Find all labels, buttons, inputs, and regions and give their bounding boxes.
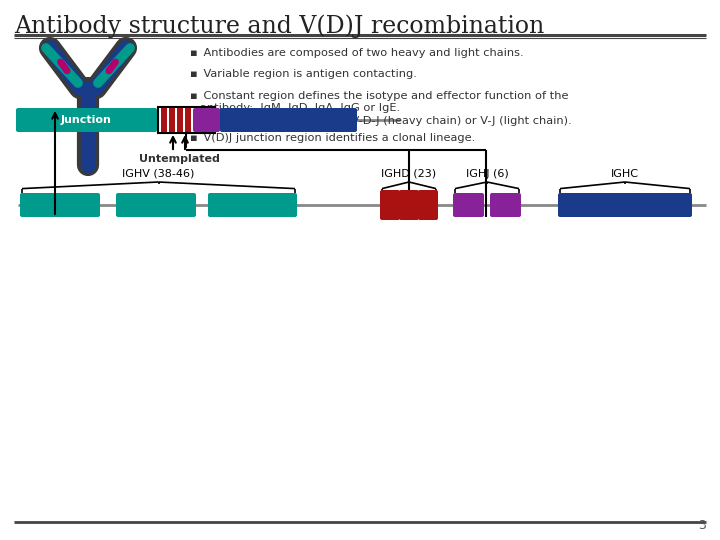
- Text: IGHC: IGHC: [611, 169, 639, 179]
- Text: IGHV (38-46): IGHV (38-46): [122, 169, 194, 179]
- FancyBboxPatch shape: [558, 193, 692, 217]
- Text: Junction: Junction: [60, 115, 112, 125]
- FancyBboxPatch shape: [490, 193, 521, 217]
- FancyBboxPatch shape: [16, 108, 157, 132]
- FancyBboxPatch shape: [380, 190, 400, 220]
- Text: ▪ V(D)J junction region identifies a clonal lineage.: ▪ V(D)J junction region identifies a clo…: [190, 133, 475, 143]
- FancyBboxPatch shape: [116, 193, 196, 217]
- Bar: [161, 108, 167, 132]
- Text: antibody:  IgM, IgD, IgA, IgG or IgE.: antibody: IgM, IgD, IgA, IgG or IgE.: [200, 103, 400, 113]
- Text: 3: 3: [698, 519, 706, 532]
- Bar: [185, 108, 191, 132]
- Text: ▪ Antibodies are composed of two heavy and light chains.: ▪ Antibodies are composed of two heavy a…: [190, 48, 523, 58]
- Text: ▪ Variable region is antigen contacting.: ▪ Variable region is antigen contacting.: [190, 69, 417, 79]
- Bar: [169, 108, 175, 132]
- Text: ▪ Built by recombination of V-D-J (heavy chain) or V-J (light chain).: ▪ Built by recombination of V-D-J (heavy…: [190, 116, 572, 126]
- FancyBboxPatch shape: [208, 193, 297, 217]
- Text: Untemplated: Untemplated: [138, 154, 220, 164]
- Text: IGHD (23): IGHD (23): [382, 169, 436, 179]
- FancyBboxPatch shape: [193, 108, 220, 132]
- Bar: [177, 108, 183, 132]
- FancyBboxPatch shape: [20, 193, 100, 217]
- FancyBboxPatch shape: [453, 193, 484, 217]
- Text: ▪ Constant region defines the isotype and effector function of the: ▪ Constant region defines the isotype an…: [190, 91, 569, 101]
- Text: Antibody structure and V(D)J recombination: Antibody structure and V(D)J recombinati…: [14, 14, 544, 38]
- FancyBboxPatch shape: [418, 190, 438, 220]
- FancyBboxPatch shape: [220, 108, 357, 132]
- FancyBboxPatch shape: [399, 190, 419, 220]
- Bar: [158, 107, 215, 133]
- Text: IGHJ (6): IGHJ (6): [466, 169, 508, 179]
